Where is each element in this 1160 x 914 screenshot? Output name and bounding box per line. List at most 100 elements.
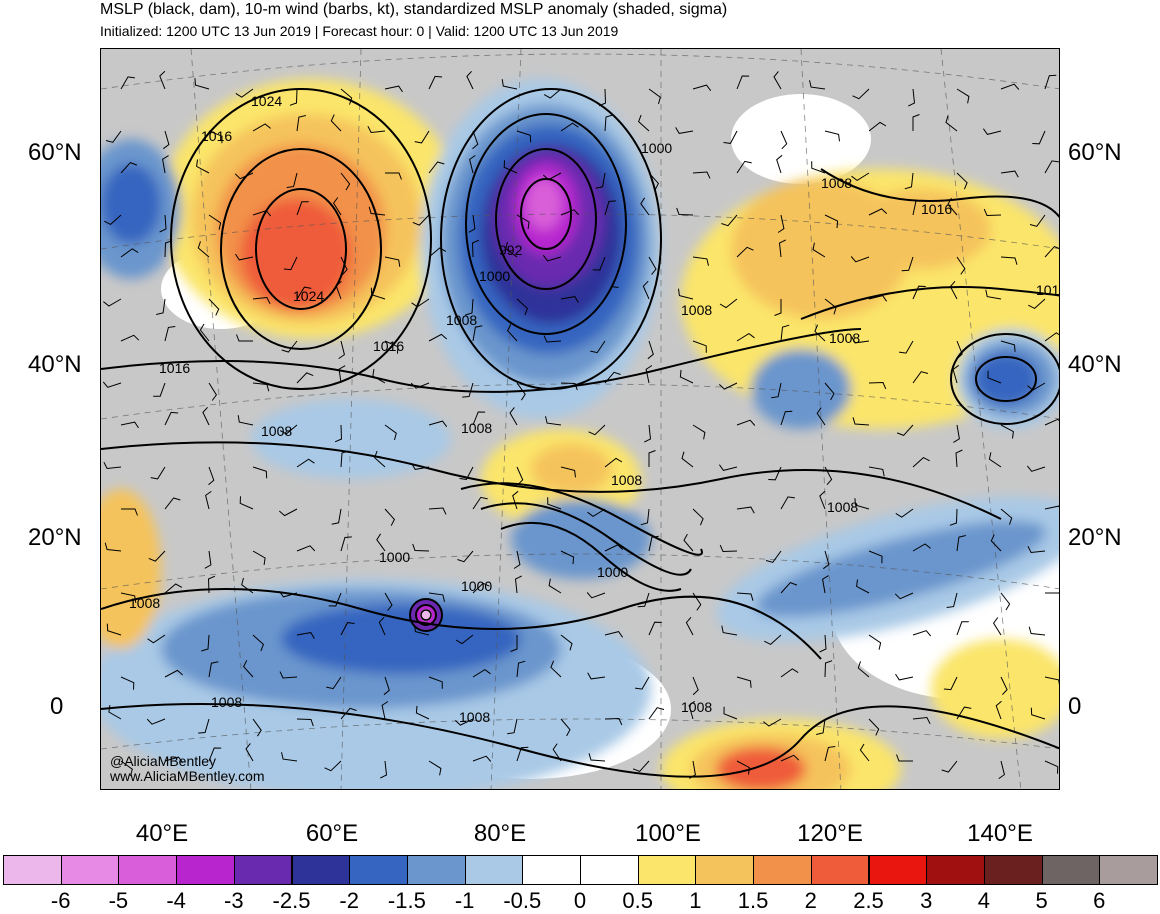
colorbar-swatch xyxy=(406,855,466,885)
wind-barb xyxy=(543,335,562,343)
wind-barb xyxy=(912,114,920,131)
wind-barb xyxy=(955,449,963,468)
wind-barb xyxy=(956,535,966,552)
wind-barb xyxy=(723,130,738,144)
wind-barb xyxy=(586,592,606,599)
colorbar-label: -6 xyxy=(50,888,71,913)
wind-barb xyxy=(763,718,782,727)
wind-barb xyxy=(121,508,138,516)
wind-barb xyxy=(632,760,650,772)
wind-barb xyxy=(719,298,738,309)
wind-barb xyxy=(148,550,166,562)
wind-barb xyxy=(1030,707,1046,720)
wind-barb xyxy=(896,424,914,436)
wind-barb xyxy=(868,208,888,216)
wind-barb xyxy=(412,543,430,552)
wind-barb xyxy=(1044,74,1057,90)
wind-barb xyxy=(516,746,529,762)
wind-barb xyxy=(947,197,958,216)
wind-barb xyxy=(723,706,738,720)
wind-barb xyxy=(340,536,352,552)
wind-barb xyxy=(868,295,888,302)
wind-barb xyxy=(692,424,706,440)
wind-barb xyxy=(814,324,826,342)
wind-barb xyxy=(676,207,694,216)
wind-barb xyxy=(550,660,562,678)
wind-barb xyxy=(899,340,914,354)
isobars xyxy=(101,88,1059,778)
wind-barb xyxy=(604,114,613,132)
wind-barb xyxy=(428,420,448,427)
wind-barb xyxy=(468,214,476,233)
isobar-labels: 1024 1016 1024 1016 1016 1008 1008 1000 992 1000 1… xyxy=(129,93,1059,725)
wind-barb xyxy=(384,424,397,441)
wind-barb xyxy=(774,299,782,316)
wind-barb xyxy=(201,634,210,652)
wind-barb xyxy=(252,634,264,652)
wind-barb xyxy=(1000,340,1016,352)
isobar-label: 1000 xyxy=(461,578,492,594)
wind-barb xyxy=(340,88,353,105)
wind-barb xyxy=(1044,418,1059,426)
wind-barb xyxy=(507,718,518,735)
wind-barb xyxy=(1000,676,1008,696)
wind-barb xyxy=(252,718,262,737)
wind-barb xyxy=(904,172,914,190)
wind-barb xyxy=(894,592,914,600)
wind-barb xyxy=(334,424,343,443)
colorbar-swatch xyxy=(176,855,235,885)
wind-barb xyxy=(457,550,474,563)
wind-barb xyxy=(370,287,386,300)
wind-barb xyxy=(252,382,270,392)
wind-barb xyxy=(648,172,660,190)
lat-label-60n-right: 60°N xyxy=(1068,139,1122,166)
colorbar-swatch xyxy=(753,855,812,885)
wind-barb xyxy=(638,114,650,132)
wind-barb xyxy=(374,450,386,468)
lat-label-40n-right: 40°N xyxy=(1068,351,1122,378)
wind-barb xyxy=(560,550,575,565)
wind-barb xyxy=(643,424,652,443)
wind-barb xyxy=(987,370,1002,384)
wind-barb xyxy=(907,88,916,107)
wind-barb xyxy=(819,634,827,653)
wind-barb xyxy=(824,214,839,229)
wind-barb xyxy=(164,240,173,258)
wind-barb xyxy=(824,130,840,142)
wind-barb xyxy=(120,76,135,90)
wind-barb xyxy=(163,130,170,150)
lat-label-40n-left: 40°N xyxy=(28,351,82,378)
colorbar-label: 3 xyxy=(920,888,933,913)
wind-barb xyxy=(604,717,623,726)
wind-barb xyxy=(688,700,695,720)
wind-barb xyxy=(946,592,958,608)
wind-barb xyxy=(648,707,665,720)
wind-barb xyxy=(278,508,298,517)
wind-barb xyxy=(1029,214,1046,227)
wind-barb xyxy=(252,123,271,132)
wind-barb xyxy=(588,424,606,436)
colorbar-label: -1 xyxy=(454,888,475,913)
wind-barb xyxy=(208,130,223,144)
wind-barb xyxy=(384,592,393,611)
wind-barb xyxy=(340,622,355,636)
wind-barb xyxy=(721,625,738,636)
wind-barb xyxy=(850,256,870,263)
wind-barb xyxy=(296,718,314,727)
wind-barb xyxy=(428,247,447,258)
wind-barb xyxy=(385,172,402,180)
wind-barb xyxy=(1028,626,1046,636)
wind-barb xyxy=(384,340,399,354)
wind-barb xyxy=(381,701,389,720)
wind-barb xyxy=(595,172,606,189)
colorbar-label: 0 xyxy=(573,888,587,913)
wind-barb xyxy=(647,340,654,360)
wind-barb xyxy=(816,718,826,735)
wind-barb xyxy=(736,506,755,514)
colorbar-swatch xyxy=(60,855,120,885)
wind-barb xyxy=(956,256,966,275)
colorbar-swatch xyxy=(580,855,639,885)
wind-barb xyxy=(692,256,709,266)
wind-barb xyxy=(856,579,870,594)
wind-barb xyxy=(208,382,218,401)
